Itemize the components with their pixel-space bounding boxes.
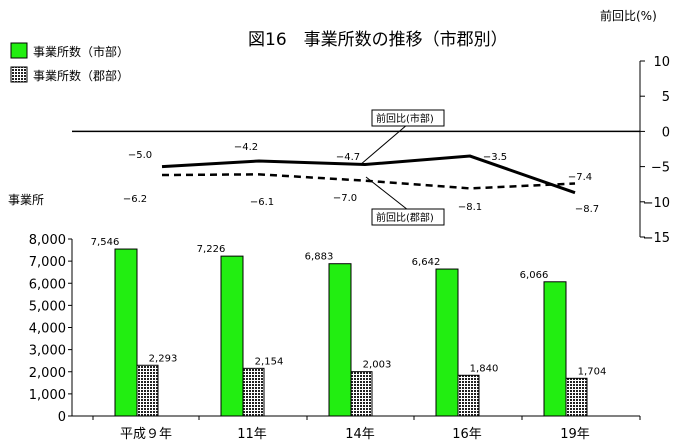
bars: [114, 248, 588, 417]
bar-city: [220, 255, 244, 417]
line-y-tick-label: −5: [651, 161, 670, 176]
bar-y-tick-label: 1,000: [29, 388, 66, 403]
line-y-tick-label: −15: [643, 231, 670, 246]
bar-y-tick-label: 5,000: [29, 299, 66, 314]
line-county: [161, 173, 576, 190]
line-county-value-label: −7.0: [333, 193, 357, 204]
bar-y-tick-label: 4,000: [29, 322, 66, 337]
line-county-value-label: −6.2: [123, 194, 147, 205]
legend-label-county: 事業所数（郡部）: [33, 68, 129, 83]
bar-value-label: 7,546: [91, 237, 120, 248]
right-axis-label: 前回比(%): [600, 8, 657, 23]
line-county-value-label: −6.1: [250, 197, 274, 208]
category-label: 14年: [345, 427, 375, 442]
legend-swatch-city: [10, 42, 28, 59]
line-city-value-label: −3.5: [483, 152, 507, 163]
bar-value-label: 7,226: [197, 244, 226, 255]
category-label: 11年: [237, 427, 267, 442]
bar-value-label: 2,154: [255, 356, 284, 367]
bar-value-label: 2,003: [363, 360, 392, 371]
callout-county-label: 前回比(郡部): [376, 211, 434, 224]
bar-y-tick-label: 0: [58, 410, 66, 425]
callout-city: 前回比(市部): [359, 109, 445, 166]
line-city-value-label: −8.7: [575, 204, 599, 215]
category-label: 平成９年: [120, 427, 172, 442]
bar-county: [457, 374, 480, 417]
callout-city-label: 前回比(市部): [376, 112, 434, 125]
bar-city: [328, 263, 352, 417]
bar-county: [350, 371, 373, 417]
lines: [161, 154, 576, 195]
data-labels: 7,546 7,226 6,883 6,642 6,066 2,293 2,154 2,003…: [91, 142, 607, 377]
legend-swatch-county: [10, 66, 28, 83]
bar-value-label: 1,840: [470, 363, 499, 374]
bar-y-tick-label: 7,000: [29, 255, 66, 270]
category-label: 16年: [452, 427, 482, 442]
line-city-value-label: −4.7: [336, 152, 360, 163]
bar-y-tick-label: 2,000: [29, 366, 66, 381]
category-label: 19年: [560, 427, 590, 442]
bar-value-label: 1,704: [578, 366, 607, 377]
bar-value-label: 6,883: [305, 252, 334, 263]
bar-city: [114, 248, 138, 417]
line-city-value-label: −5.0: [128, 150, 152, 161]
bar-county: [565, 377, 588, 417]
chart-title: 図16 事業所数の推移（市郡別）: [248, 30, 508, 50]
bar-value-label: 6,066: [520, 270, 549, 281]
bar-county: [242, 367, 265, 417]
line-y-tick-label: 5: [662, 90, 670, 105]
bar-value-label: 2,293: [149, 353, 178, 364]
axes: 0 1,000 2,000 3,000 4,000 5,000 6,000 7,000 8,00…: [29, 55, 670, 442]
line-y-tick-label: 10: [653, 55, 670, 70]
legend-label-city: 事業所数（市部）: [33, 44, 129, 59]
bar-y-tick-label: 8,000: [29, 233, 66, 248]
bar-y-tick-label: 3,000: [29, 344, 66, 359]
line-city-value-label: −4.2: [234, 142, 258, 153]
bar-y-tick-label: 6,000: [29, 277, 66, 292]
bar-value-label: 6,642: [412, 257, 441, 268]
left-axis-label: 事業所: [8, 193, 44, 207]
bar-city: [543, 281, 567, 417]
callout-county: 前回比(郡部): [365, 176, 445, 226]
line-county-value-label: −7.4: [568, 172, 592, 183]
line-y-tick-label: −10: [643, 196, 670, 211]
line-city: [161, 154, 576, 195]
bar-city: [435, 268, 459, 417]
line-county-value-label: −8.1: [458, 202, 482, 213]
line-y-tick-label: 0: [662, 125, 670, 140]
bar-county: [136, 364, 159, 417]
